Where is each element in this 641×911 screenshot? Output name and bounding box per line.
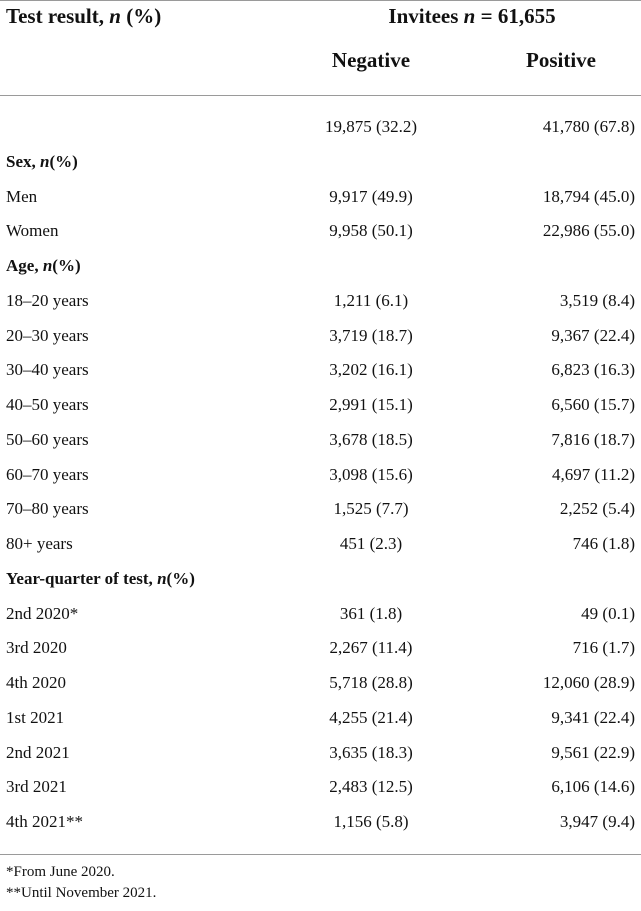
table-row: 18–20 years 1,211 (6.1) 3,519 (8.4)	[0, 284, 641, 319]
table-row: 50–60 years 3,678 (18.5) 7,816 (18.7)	[0, 423, 641, 458]
positive-cell: 9,561 (22.9)	[551, 742, 635, 762]
positive-cell: 716 (1.7)	[572, 638, 635, 658]
positive-cell: 22,986 (55.0)	[542, 221, 635, 241]
negative-cell: 3,098 (15.6)	[329, 464, 413, 484]
row-label: Men	[6, 186, 38, 206]
table-bottom-rule	[0, 854, 641, 855]
section-label: Sex, n(%)	[6, 151, 78, 171]
negative-cell: 3,635 (18.3)	[329, 742, 413, 762]
n-symbol: n	[463, 4, 476, 28]
n-symbol: n	[42, 256, 53, 275]
negative-cell: 9,917 (49.9)	[329, 186, 413, 206]
section-header-row: Age, n(%)	[0, 249, 641, 284]
positive-cell: 12,060 (28.9)	[542, 673, 635, 692]
table-row: 70–80 years 1,525 (7.7) 2,252 (5.4)	[0, 492, 641, 527]
positive-cell: 9,367 (22.4)	[551, 325, 635, 345]
table-row: 2nd 2020* 361 (1.8) 49 (0.1)	[0, 597, 641, 632]
n-symbol: n	[109, 4, 121, 28]
column-header-negative: Negative	[331, 48, 411, 72]
row-label: 2nd 2020*	[6, 603, 79, 623]
negative-cell: 5,718 (28.8)	[329, 673, 413, 692]
row-label: 1st 2021	[6, 707, 65, 727]
section-label: Age, n(%)	[6, 256, 81, 275]
negative-cell: 361 (1.8)	[339, 603, 403, 623]
section-header-row: Year-quarter of test, n(%)	[0, 562, 641, 597]
table-row: 40–50 years 2,991 (15.1) 6,560 (15.7)	[0, 388, 641, 423]
positive-cell: 6,560 (15.7)	[551, 395, 635, 414]
table-top-rule	[0, 0, 641, 1]
row-label: 60–70 years	[6, 464, 89, 484]
table-row: Men 9,917 (49.9) 18,794 (45.0)	[0, 180, 641, 215]
positive-cell: 6,823 (16.3)	[551, 360, 635, 380]
negative-cell: 3,678 (18.5)	[329, 429, 413, 449]
row-label: 30–40 years	[6, 360, 89, 380]
negative-cell: 3,719 (18.7)	[329, 325, 413, 345]
row-label: 4th 2021**	[6, 812, 83, 831]
negative-cell: 3,202 (16.1)	[329, 360, 413, 380]
positive-cell: 3,519 (8.4)	[559, 290, 635, 310]
table-row: 30–40 years 3,202 (16.1) 6,823 (16.3)	[0, 353, 641, 388]
row-label: 18–20 years	[6, 290, 89, 310]
table-body: 19,875 (32.2) 41,780 (67.8) Sex, n(%) Men 9,…	[0, 110, 641, 840]
header-separator-rule	[0, 95, 641, 96]
table-row: 4th 2021** 1,156 (5.8) 3,947 (9.4)	[0, 805, 641, 840]
table-row: 1st 2021 4,255 (21.4) 9,341 (22.4)	[0, 701, 641, 736]
positive-cell: 41,780 (67.8)	[542, 117, 635, 136]
negative-cell: 2,267 (11.4)	[329, 638, 413, 658]
table-row: 60–70 years 3,098 (15.6) 4,697 (11.2)	[0, 458, 641, 493]
row-label: 2nd 2021	[6, 742, 70, 762]
negative-cell: 4,255 (21.4)	[329, 707, 413, 727]
negative-cell: 451 (2.3)	[339, 534, 403, 553]
n-symbol: n	[40, 151, 50, 171]
row-label: 4th 2020	[6, 673, 66, 692]
negative-cell: 1,525 (7.7)	[333, 499, 409, 519]
column-header-test-result: Test result, n (%)	[6, 4, 162, 28]
table-row: 3rd 2020 2,267 (11.4) 716 (1.7)	[0, 631, 641, 666]
positive-cell: 4,697 (11.2)	[552, 464, 635, 484]
positive-cell: 9,341 (22.4)	[551, 707, 635, 727]
negative-cell: 1,156 (5.8)	[333, 812, 409, 831]
row-label: 50–60 years	[6, 429, 89, 449]
row-label: 40–50 years	[6, 395, 89, 414]
negative-cell: 19,875 (32.2)	[324, 117, 418, 136]
negative-cell: 1,211 (6.1)	[333, 290, 409, 310]
positive-cell: 2,252 (5.4)	[559, 499, 635, 519]
table-row: 20–30 years 3,719 (18.7) 9,367 (22.4)	[0, 319, 641, 354]
footnotes: *From June 2020. **Until November 2021.	[6, 862, 156, 904]
positive-cell: 6,106 (14.6)	[551, 777, 635, 797]
section-header-row: Sex, n(%)	[0, 145, 641, 180]
positive-cell: 18,794 (45.0)	[542, 186, 635, 206]
positive-cell: 3,947 (9.4)	[559, 812, 635, 831]
row-label: 70–80 years	[6, 499, 89, 519]
column-header-positive: Positive	[526, 48, 596, 72]
row-label: 3rd 2021	[6, 777, 67, 797]
table-row: 3rd 2021 2,483 (12.5) 6,106 (14.6)	[0, 770, 641, 805]
row-label: Women	[6, 221, 59, 241]
table-row: 4th 2020 5,718 (28.8) 12,060 (28.9)	[0, 666, 641, 701]
footnote: *From June 2020.	[6, 864, 115, 880]
positive-cell: 7,816 (18.7)	[551, 429, 635, 449]
negative-cell: 2,991 (15.1)	[329, 395, 413, 414]
row-label: 3rd 2020	[6, 638, 67, 658]
column-group-header-invitees: Invitees n = 61,655	[388, 4, 556, 28]
table-row: 80+ years 451 (2.3) 746 (1.8)	[0, 527, 641, 562]
section-label: Year-quarter of test, n(%)	[6, 568, 195, 588]
footnote: **Until November 2021.	[6, 885, 157, 901]
table-row: 2nd 2021 3,635 (18.3) 9,561 (22.9)	[0, 736, 641, 771]
row-label: 20–30 years	[6, 325, 89, 345]
table-row: 19,875 (32.2) 41,780 (67.8)	[0, 110, 641, 145]
positive-cell: 746 (1.8)	[572, 534, 635, 553]
positive-cell: 49 (0.1)	[581, 603, 635, 623]
table-row: Women 9,958 (50.1) 22,986 (55.0)	[0, 214, 641, 249]
n-symbol: n	[157, 568, 167, 588]
negative-cell: 9,958 (50.1)	[329, 221, 413, 241]
row-label: 80+ years	[6, 534, 73, 553]
negative-cell: 2,483 (12.5)	[329, 777, 413, 797]
